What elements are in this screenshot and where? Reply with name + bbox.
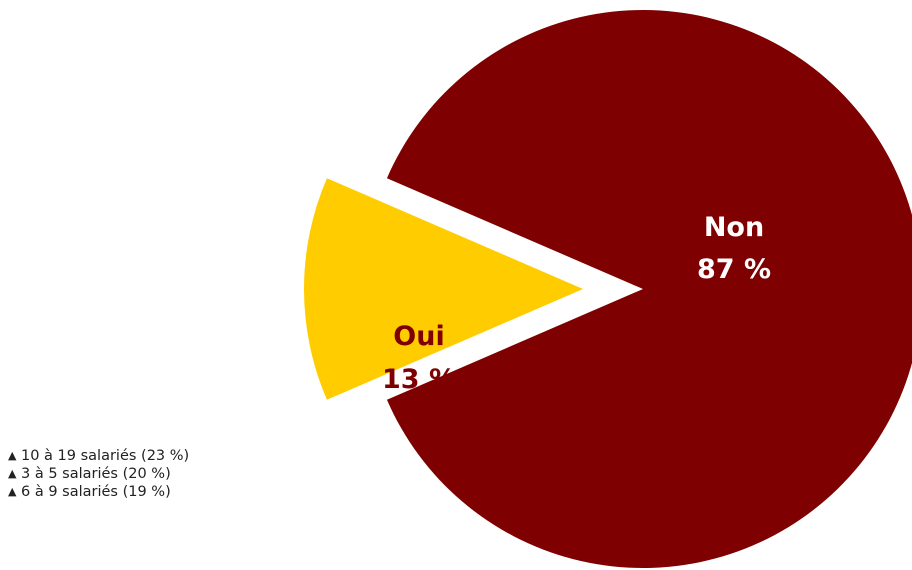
slice-label-non: Non: [704, 212, 764, 243]
triangle-up-icon: ▲: [8, 485, 17, 498]
slice-value-label-non: 87 %: [697, 254, 771, 285]
breakdown-note-text: 6 à 9 salariés (19 %): [21, 484, 171, 500]
triangle-up-icon: ▲: [8, 449, 17, 462]
triangle-up-icon: ▲: [8, 467, 17, 480]
pie-slice-oui: [304, 178, 583, 400]
breakdown-note-text: 10 à 19 salariés (23 %): [21, 448, 190, 464]
breakdown-note: ▲ 10 à 19 salariés (23 %): [8, 447, 189, 465]
slice-label-oui: Oui: [393, 321, 444, 352]
pie-slice-non: [386, 10, 912, 568]
slice-value-label-oui: 13 %: [382, 364, 456, 395]
breakdown-notes: ▲ 10 à 19 salariés (23 %) ▲ 3 à 5 salariés…: [8, 447, 189, 501]
breakdown-note: ▲ 6 à 9 salariés (19 %): [8, 483, 189, 501]
breakdown-note: ▲ 3 à 5 salariés (20 %): [8, 465, 189, 483]
breakdown-note-text: 3 à 5 salariés (20 %): [21, 466, 171, 482]
